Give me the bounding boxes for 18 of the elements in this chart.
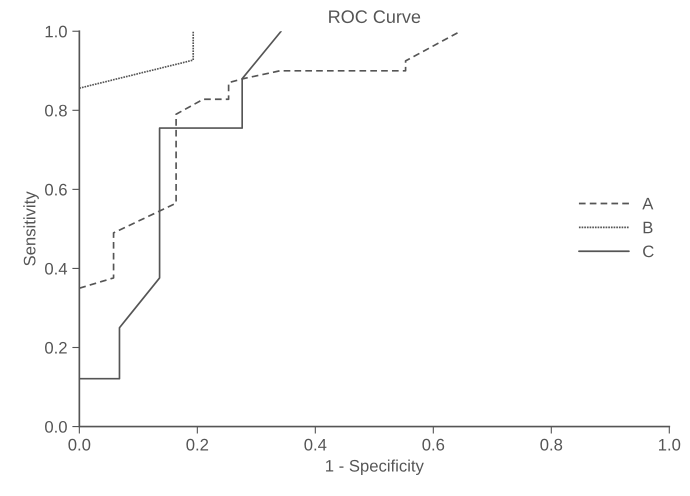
x-tick-label: 0.4 <box>304 438 326 451</box>
legend-label: B <box>644 222 652 234</box>
chart-title: ROC Curve <box>329 10 420 24</box>
x-tick-label: 0.6 <box>422 438 444 451</box>
x-tick-label: 0.8 <box>540 438 562 451</box>
legend-label: A <box>642 198 654 210</box>
y-tick-label: 1.0 <box>46 26 67 38</box>
x-tick-label: 1.0 <box>658 438 680 451</box>
y-tick-label: 0.2 <box>45 342 67 354</box>
y-tick-label: 0.6 <box>45 184 67 196</box>
y-tick-label: 0.0 <box>45 420 67 433</box>
x-axis-title: 1 - Specificity <box>326 459 424 475</box>
x-tick-label: 0.2 <box>186 438 208 451</box>
y-tick-label: 0.8 <box>45 104 67 117</box>
y-axis-title: Sensitivity <box>23 191 39 266</box>
legend-label: C <box>643 245 654 258</box>
y-tick-label: 0.4 <box>45 262 68 275</box>
x-tick-label: 0.0 <box>68 438 90 451</box>
